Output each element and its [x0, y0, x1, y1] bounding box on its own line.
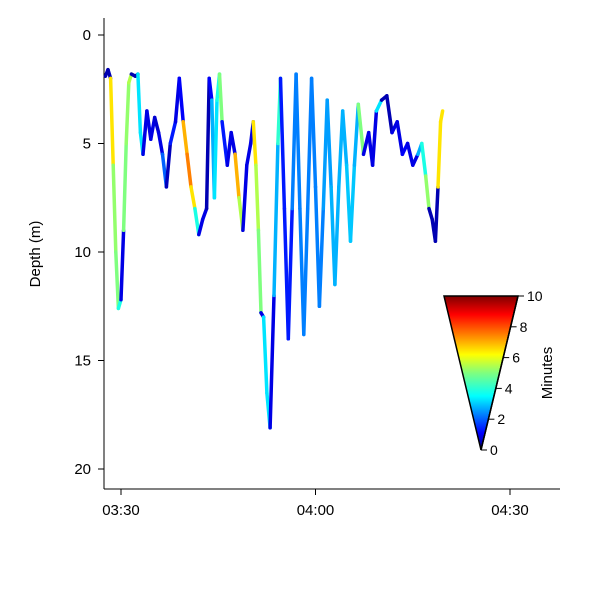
series-segment [427, 206, 434, 222]
series-segment [256, 228, 263, 315]
y-tick-label: 5 [83, 136, 91, 153]
series-segment [156, 130, 165, 157]
series-segment [261, 315, 269, 395]
series-segment [251, 120, 258, 167]
series-segment [119, 228, 126, 302]
legend-ticks: 0 24 68 10 [481, 288, 543, 458]
x-tick-label: 04:00 [297, 502, 335, 519]
series-segment [217, 72, 224, 124]
series-segment [385, 94, 394, 135]
series-segment [356, 102, 366, 157]
series-segment [245, 141, 253, 167]
x-tick-label: 03:30 [102, 502, 140, 519]
y-tick-label: 15 [74, 353, 91, 370]
legend-triangle [443, 295, 519, 451]
series-segment [374, 98, 384, 113]
x-axis-ticks: 03:30 04:00 04:30 [102, 489, 529, 519]
color-legend: 0 24 68 10 Minutes [443, 288, 556, 458]
series-segment [241, 163, 249, 233]
legend-tick-label: 2 [497, 411, 505, 427]
series-segment [204, 76, 211, 211]
series-segment [420, 141, 428, 178]
series-segment [325, 98, 333, 189]
series-segment [333, 185, 341, 287]
series-segment [181, 120, 189, 157]
series-segment [433, 185, 440, 243]
series-segment [212, 98, 219, 200]
series-segment [121, 141, 128, 233]
series-segment [185, 152, 193, 189]
series-segment [340, 109, 349, 167]
series-segment [423, 174, 431, 211]
legend-tick-label: 10 [527, 288, 543, 304]
series-segment [114, 250, 121, 311]
series-segment [207, 76, 214, 102]
series-segment [268, 293, 276, 430]
series-segment [278, 76, 287, 211]
series-segment [111, 163, 118, 254]
series-segment [309, 76, 318, 189]
y-tick-label: 20 [74, 461, 91, 478]
y-axis-title: Depth (m) [27, 221, 44, 288]
series-segment [108, 76, 115, 167]
y-tick-label: 0 [83, 27, 91, 44]
series-segment [229, 130, 237, 157]
series-segment [233, 152, 241, 200]
series-segment [152, 115, 161, 135]
series-segment [317, 206, 326, 309]
series-segment [164, 141, 173, 189]
series-segment [294, 72, 302, 211]
series-segment [189, 185, 197, 211]
series-segment [177, 76, 185, 124]
series-segment [286, 206, 294, 341]
legend-title: Minutes [539, 347, 556, 400]
series-segment [168, 120, 178, 146]
series-segment [272, 141, 280, 298]
series-segment [438, 109, 445, 124]
legend-tick-label: 0 [490, 442, 498, 458]
series-segment [197, 217, 205, 237]
series-segment [302, 206, 310, 337]
series-segment [395, 120, 405, 157]
x-tick-label: 04:30 [491, 502, 529, 519]
series-segment [254, 163, 261, 233]
legend-tick-label: 6 [512, 350, 520, 366]
series-segment [136, 72, 143, 135]
series-segment [370, 109, 379, 167]
legend-scale-line [480, 295, 519, 451]
series-segment [436, 120, 443, 189]
series-segment [411, 152, 420, 167]
series-segment [200, 206, 209, 222]
y-tick-label: 10 [74, 244, 91, 261]
series-segment [348, 163, 357, 243]
series-segment [124, 80, 131, 146]
depth-series [103, 67, 445, 430]
legend-tick-label: 8 [520, 319, 528, 335]
legend-tick-label: 4 [505, 380, 513, 396]
y-axis-ticks: 0 5 10 15 20 [74, 27, 104, 478]
series-segment [405, 141, 415, 167]
